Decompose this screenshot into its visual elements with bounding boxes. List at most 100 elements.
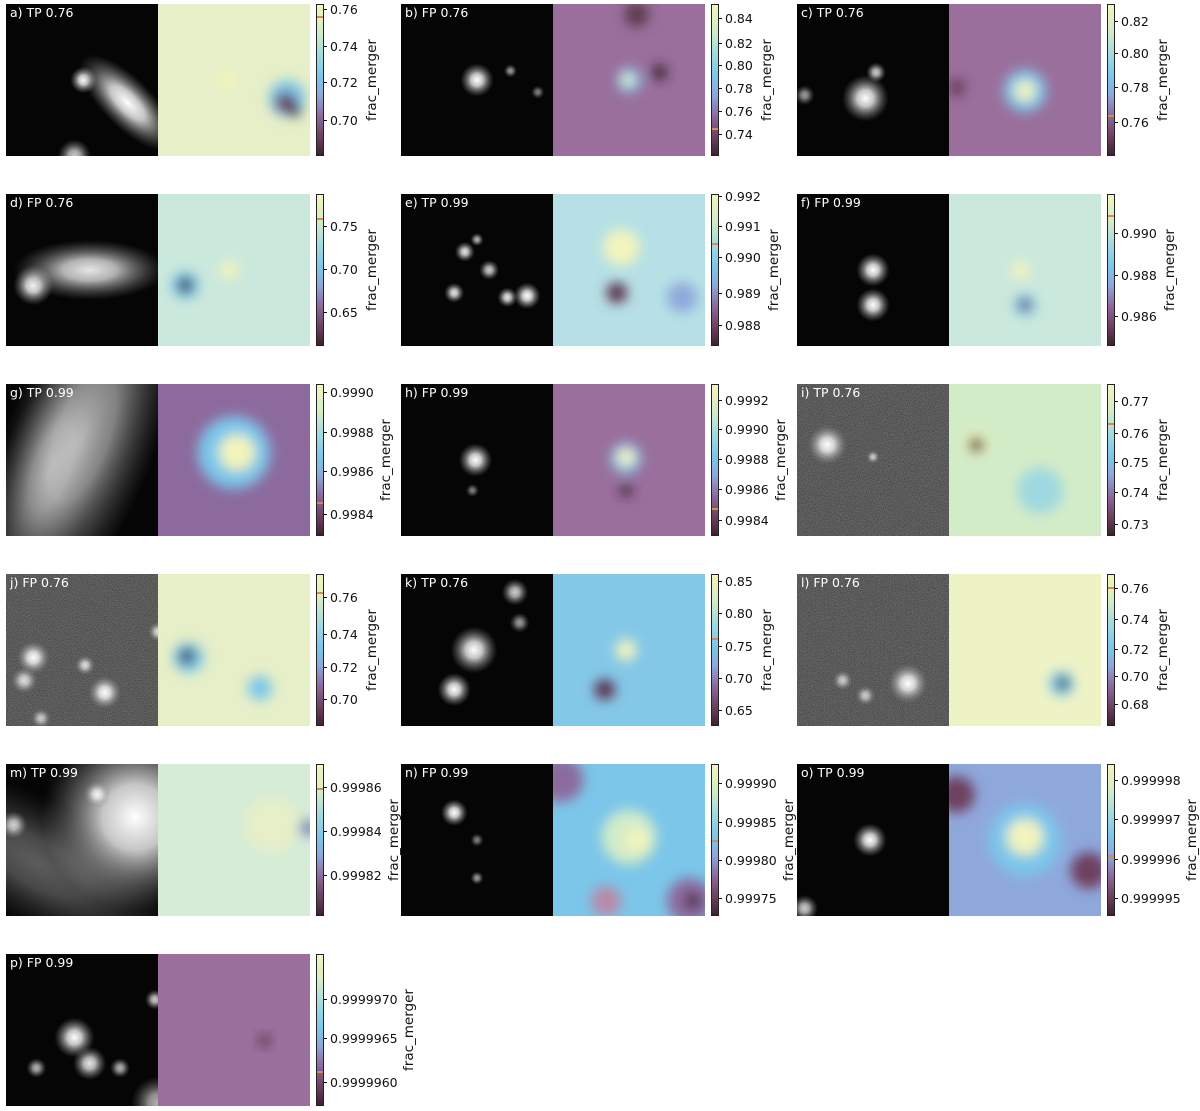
galaxy-source	[807, 424, 848, 465]
colorbar-tick-label: 0.72	[324, 660, 358, 676]
colorbar-tick-label: 0.99990	[719, 776, 777, 792]
colorbar	[1107, 384, 1115, 536]
heatmap-blob	[1014, 80, 1036, 102]
colorbar-tick-label: 0.65	[719, 703, 753, 719]
colorbar-tick-label: 0.76	[324, 590, 358, 606]
colorbar-label: frac_merger	[1154, 419, 1171, 501]
panel-label: c) TP 0.76	[801, 5, 864, 20]
heatmap-image	[949, 574, 1101, 726]
galaxy-image: b) FP 0.76	[401, 4, 553, 156]
galaxy-source	[437, 672, 471, 707]
galaxy-source	[458, 443, 493, 477]
galaxy-source	[72, 1046, 107, 1081]
colorbar	[316, 954, 324, 1106]
heatmap-blob	[968, 437, 984, 453]
heatmap-blob	[288, 104, 301, 117]
colorbar-tick-label: 0.76	[719, 104, 753, 120]
galaxy-source	[79, 54, 158, 152]
heatmap-image	[158, 384, 310, 536]
colorbar-threshold-mark	[712, 508, 718, 510]
colorbar	[316, 194, 324, 346]
galaxy-image: o) TP 0.99	[797, 764, 949, 916]
colorbar-tick-label: 0.76	[1115, 115, 1149, 131]
colorbar-label: frac_merger	[363, 229, 380, 311]
galaxy-source	[503, 64, 518, 78]
galaxy-source	[30, 708, 51, 726]
heatmap-image	[949, 764, 1101, 916]
colorbar-threshold-mark	[1108, 422, 1114, 425]
heatmap-blob	[651, 64, 667, 80]
heatmap-blob	[949, 776, 975, 813]
panel-label: o) TP 0.99	[801, 765, 865, 780]
heatmap-image	[553, 384, 705, 536]
colorbar-tick-label: 0.72	[324, 75, 358, 91]
heatmap-blob	[685, 893, 701, 909]
colorbar-tick-label: 0.74	[719, 127, 753, 143]
colorbar-tick-label: 0.9986	[324, 464, 374, 480]
colorbar-threshold-mark	[712, 128, 718, 130]
heatmap-blob	[1070, 852, 1101, 889]
galaxy-source	[855, 685, 876, 706]
heatmap-blob	[553, 764, 584, 802]
panel-e: e) TP 0.99 0.992 0.991 0.990 0.989 0.988 frac_…	[401, 189, 791, 349]
galaxy-source	[147, 621, 158, 642]
colorbar-tick-label: 0.990	[719, 250, 761, 266]
panel-label: n) FP 0.99	[405, 765, 469, 780]
colorbar-tick-label: 0.82	[1115, 14, 1149, 30]
galaxy-source	[797, 85, 815, 106]
colorbar-threshold-mark	[1108, 855, 1114, 857]
panel-label: g) TP 0.99	[10, 385, 74, 400]
colorbar-tick-label: 0.75	[1115, 455, 1149, 471]
colorbar-tick-label: 0.84	[719, 11, 753, 27]
colorbar	[1107, 4, 1115, 156]
colorbar-threshold-mark	[712, 840, 718, 842]
colorbar-tick-label: 0.72	[1115, 642, 1149, 658]
colorbar-tick-label: 0.70	[719, 671, 753, 687]
colorbar-label: frac_merger	[363, 609, 380, 691]
heatmap-blob	[179, 648, 195, 664]
panel-m: m) TP 0.99 0.99986 0.99984 0.99982 frac_merg…	[6, 764, 402, 919]
heatmap-blob	[619, 484, 633, 497]
colorbar-label: frac_merger	[780, 799, 797, 881]
colorbar-tick-label: 0.988	[1115, 268, 1157, 284]
galaxy-source	[887, 663, 929, 704]
colorbar-label: frac_merger	[1154, 609, 1171, 691]
colorbar-tick-label: 0.82	[719, 36, 753, 52]
colorbar-label: frac_merger	[758, 609, 775, 691]
panel-g: g) TP 0.99 0.9990 0.9988 0.9986 0.9984 frac_m…	[6, 384, 396, 539]
panel-label: h) FP 0.99	[405, 385, 469, 400]
heatmap-blob	[1006, 818, 1044, 856]
heatmap-image	[158, 954, 310, 1106]
galaxy-source	[841, 74, 889, 122]
heatmap-blob	[303, 823, 310, 833]
galaxy-source	[109, 1057, 131, 1079]
colorbar-ticks: 0.990 0.988 0.986	[1115, 194, 1157, 346]
colorbar-threshold-mark	[317, 15, 323, 18]
galaxy-image: g) TP 0.99	[6, 384, 158, 536]
colorbar-label: frac_merger	[1184, 799, 1200, 881]
galaxy-source	[856, 288, 890, 322]
colorbar-tick-label: 0.85	[719, 574, 753, 590]
colorbar-ticks: 0.76 0.74 0.72 0.70	[324, 2, 364, 156]
colorbar-label: frac_merger	[1154, 39, 1171, 121]
colorbar-ticks: 0.99990 0.99985 0.99980 0.99975	[719, 764, 777, 916]
galaxy-source	[144, 989, 158, 1010]
colorbar-ticks: 0.77 0.76 0.75 0.74 0.73	[1115, 384, 1155, 536]
panel-label: a) TP 0.76	[10, 5, 74, 20]
colorbar-tick-label: 0.74	[1115, 612, 1149, 628]
colorbar-tick-label: 0.76	[1115, 426, 1149, 442]
colorbar-tick-label: 0.99975	[719, 891, 777, 907]
colorbar	[711, 574, 719, 726]
galaxy-image: a) TP 0.76	[6, 4, 158, 156]
galaxy-source	[26, 1057, 47, 1079]
colorbar-tick-label: 0.65	[324, 305, 358, 321]
galaxy-image: d) FP 0.76	[6, 194, 158, 346]
colorbar-threshold-mark	[1108, 114, 1114, 117]
heatmap-blob	[1056, 677, 1070, 690]
galaxy-image: e) TP 0.99	[401, 194, 553, 346]
panel-o: o) TP 0.99 0.999998 0.999997 0.999996 0.9999…	[797, 764, 1200, 919]
galaxy-source	[501, 578, 529, 606]
panel-h: h) FP 0.99 0.9992 0.9990 0.9988 0.9986 0.9984…	[401, 384, 791, 539]
panel-label: f) FP 0.99	[801, 195, 861, 210]
heatmap-blob	[610, 286, 623, 299]
